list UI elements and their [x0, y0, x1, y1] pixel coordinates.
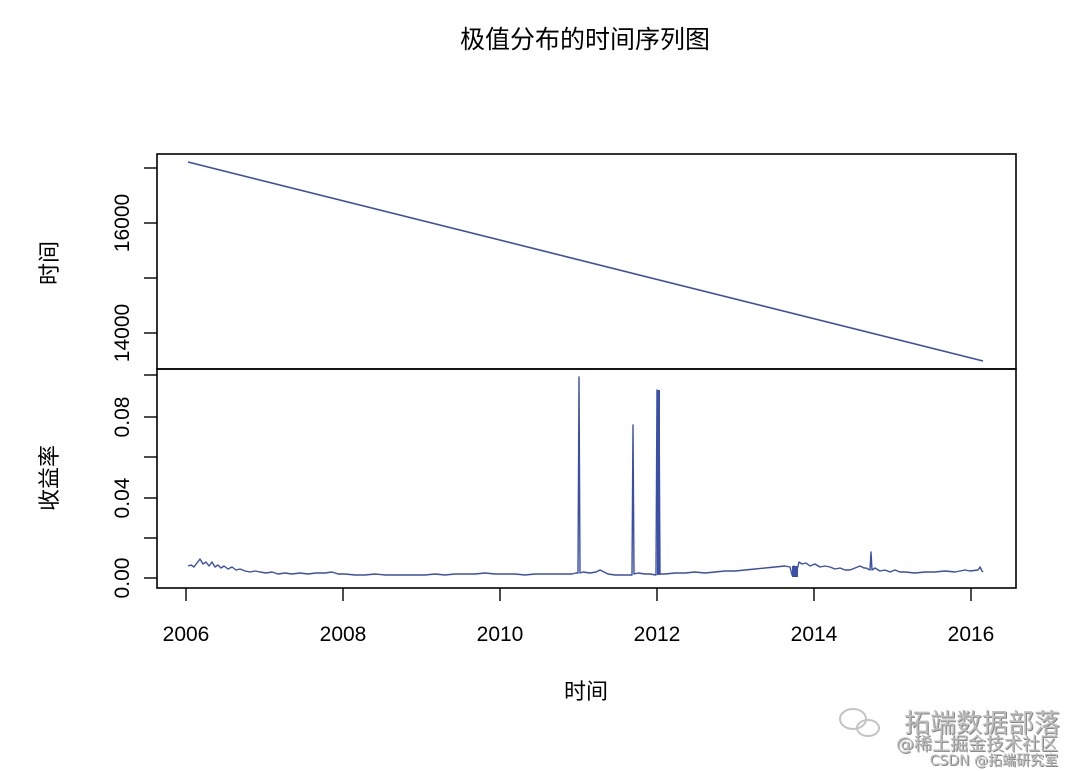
bottom-ylabel: 收益率	[38, 445, 63, 511]
wechat-icon	[839, 708, 880, 737]
bottom-series-line	[187, 376, 984, 576]
xtick-2016: 2016	[948, 623, 995, 646]
x-ticks	[185, 588, 972, 601]
top-ytick-14000: 14000	[111, 304, 134, 362]
bottom-ytick-0.00: 0.00	[111, 558, 134, 599]
bottom-ytick-0.04: 0.04	[111, 477, 134, 518]
bottom-series-bar-2013	[792, 566, 798, 577]
xtick-2010: 2010	[477, 623, 524, 646]
xtick-2006: 2006	[163, 623, 210, 646]
top-ytick-16000: 16000	[111, 194, 134, 252]
xtick-2012: 2012	[634, 623, 681, 646]
xtick-2014: 2014	[791, 623, 838, 646]
watermark-line3: CSDN @拓端研究室	[929, 753, 1058, 769]
bottom-ytick-0.08: 0.08	[111, 397, 134, 438]
top-y-ticks	[144, 167, 157, 334]
watermark-line1: 拓端数据部落	[903, 709, 1060, 739]
chart-title: 极值分布的时间序列图	[459, 25, 710, 54]
top-ylabel: 时间	[38, 241, 63, 285]
bottom-series-spike-2012	[657, 390, 660, 575]
bottom-y-ticks	[144, 374, 157, 579]
xtick-2008: 2008	[320, 623, 367, 646]
top-series-line	[187, 161, 984, 362]
bottom-panel-frame	[156, 368, 1017, 589]
x-axis-label: 时间	[564, 680, 608, 705]
watermark-line2: @稀土掘金技术社区	[896, 734, 1058, 755]
